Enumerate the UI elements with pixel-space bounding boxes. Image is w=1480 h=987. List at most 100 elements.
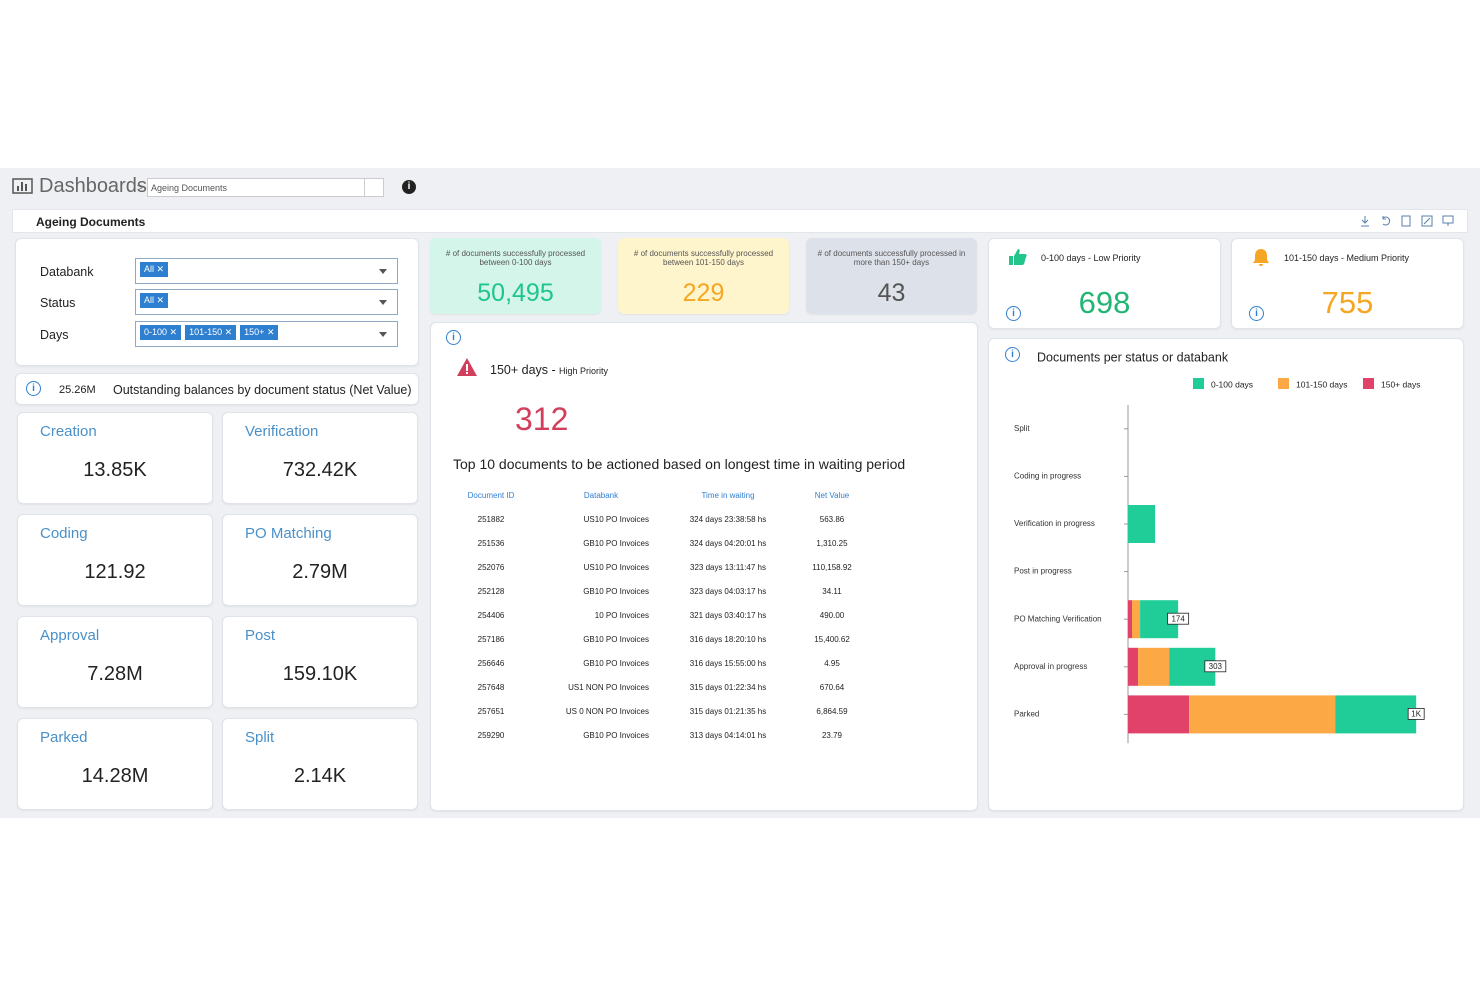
table-cell: 324 days 23:38:58 hs: [689, 514, 767, 524]
info-icon[interactable]: i: [446, 330, 461, 345]
status-value: 732.42K: [282, 459, 358, 481]
info-icon[interactable]: i: [1249, 306, 1264, 321]
dropdown-caret: [379, 300, 387, 305]
documents-table: Document ID Databank Time in waiting Net Va…: [451, 483, 879, 747]
status-value: 7.28M: [87, 663, 143, 685]
table-cell: 251536: [477, 538, 505, 548]
table-cell: 315 days 01:21:35 hs: [689, 706, 767, 716]
status-value: 159.10K: [282, 663, 358, 685]
status-card: Approval 7.28M: [17, 616, 213, 708]
kpi-value: 43: [877, 279, 906, 307]
table-cell: 23.79: [821, 730, 843, 740]
dashboard-select-text: Ageing Documents: [151, 183, 228, 193]
status-value: 2.14K: [293, 765, 347, 787]
app-name: Dashboards: [39, 175, 147, 197]
high-priority-value: 312: [515, 401, 569, 437]
table-cell: 490.00: [819, 610, 845, 620]
table-row: 251536 GB10 PO Invoices 324 days 04:20:01 …: [451, 531, 879, 555]
legend-swatch: [1278, 378, 1289, 389]
bar-label: 303: [1209, 662, 1223, 671]
table-cell: 316 days 15:55:00 hs: [689, 658, 767, 668]
y-tick-label: Verification in progress: [1014, 519, 1095, 528]
table-cell: 10 PO Invoices: [594, 610, 649, 620]
table-row: 254406 10 PO Invoices 321 days 03:40:17 hs…: [451, 603, 879, 627]
filter-select[interactable]: 0-100101-150150+: [135, 321, 398, 347]
table-header-row: Document ID Databank Time in waiting Net Va…: [451, 483, 879, 507]
filter-select[interactable]: All: [135, 258, 398, 284]
filter-tag[interactable]: All: [140, 262, 169, 277]
kpi-card: # of documents successfully processed be…: [430, 238, 601, 314]
table-cell: 256646: [477, 658, 505, 668]
table-cell: 315 days 01:22:34 hs: [689, 682, 767, 692]
table-cell: 257651: [477, 706, 505, 716]
status-card: Parked 14.28M: [17, 718, 213, 810]
title-bar: Ageing Documents: [12, 209, 1468, 233]
status-card: Creation 13.85K: [17, 412, 213, 504]
priority-value: 698: [1078, 285, 1131, 320]
info-icon[interactable]: i: [1005, 347, 1020, 362]
table-row: 252076 US10 PO Invoices 323 days 13:11:47 …: [451, 555, 879, 579]
toolbar-icons[interactable]: [1359, 214, 1459, 228]
dashboard-select[interactable]: Ageing Documents: [147, 178, 384, 197]
info-button[interactable]: i: [402, 180, 416, 194]
legend-label: 150+ days: [1381, 379, 1420, 389]
status-card: Coding 121.92: [17, 514, 213, 606]
status-card: Post 159.10K: [222, 616, 418, 708]
bar-label: 174: [1171, 614, 1185, 623]
filter-tag[interactable]: All: [140, 293, 169, 308]
status-label: Post: [245, 627, 276, 644]
column-header: Document ID: [467, 490, 515, 500]
priority-card: 101-150 days - Medium Priority i 755: [1231, 238, 1464, 329]
bar-segment: [1189, 695, 1336, 734]
table-cell: 4.95: [824, 658, 840, 668]
outstanding-bar: i 25.26M Outstanding balances by documen…: [15, 373, 419, 405]
priority-icon: [1007, 247, 1029, 272]
table-row: 256646 GB10 PO Invoices 316 days 15:55:00 …: [451, 651, 879, 675]
column-header: Databank: [583, 490, 619, 500]
table-cell: GB10 PO Invoices: [583, 586, 649, 596]
chart: Documents per status or databank 0-100 d…: [1014, 350, 1425, 744]
status-label: Verification: [245, 423, 319, 440]
info-icon[interactable]: i: [1006, 306, 1021, 321]
table-cell: 257186: [477, 634, 505, 644]
kpi-caption: # of documents successfully processed in…: [817, 249, 966, 267]
legend-label: 101-150 days: [1296, 379, 1348, 389]
status-value: 14.28M: [81, 765, 149, 787]
priority-value: 755: [1321, 285, 1374, 320]
dropdown-caret: [379, 269, 387, 274]
dashboard-icon: [12, 178, 33, 194]
filter-label: Databank: [40, 265, 94, 279]
table-cell: 324 days 04:20:01 hs: [689, 538, 767, 548]
y-tick-label: Split: [1014, 424, 1030, 433]
kpi-caption: # of documents successfully processed be…: [633, 249, 774, 267]
table-cell: 323 days 04:03:17 hs: [689, 586, 767, 596]
table-cell: US 0 NON PO Invoices: [565, 706, 649, 716]
filter-tag[interactable]: 101-150: [185, 325, 237, 340]
status-value: 2.79M: [292, 561, 348, 583]
high-priority-subtitle: High Priority: [559, 366, 609, 376]
y-tick-label: Coding in progress: [1014, 472, 1081, 481]
filters-panel: Databank All Status All Days 0-100101-150150+: [15, 238, 419, 366]
status-value: 121.92: [84, 561, 146, 583]
status-label: Split: [245, 729, 275, 746]
table-cell: GB10 PO Invoices: [583, 658, 649, 668]
table-cell: 15,400.62: [814, 634, 850, 644]
priority-icon: [1250, 247, 1272, 272]
filter-select[interactable]: All: [135, 289, 398, 315]
table-cell: US10 PO Invoices: [583, 514, 649, 524]
bar-segment: [1128, 505, 1156, 543]
info-icon[interactable]: i: [26, 381, 41, 396]
status-label: Coding: [40, 525, 88, 542]
table-title: Top 10 documents to be actioned based on…: [453, 456, 906, 472]
outstanding-title: Outstanding balances by document status …: [113, 383, 412, 397]
table-cell: 1,310.25: [816, 538, 848, 548]
filter-tag[interactable]: 0-100: [140, 325, 182, 340]
table-cell: US1 NON PO Invoices: [568, 682, 649, 692]
table-cell: GB10 PO Invoices: [583, 730, 649, 740]
status-card: Split 2.14K: [222, 718, 418, 810]
legend-label: 0-100 days: [1211, 379, 1253, 389]
filter-tag[interactable]: 150+: [240, 325, 279, 340]
filter-label: Status: [40, 296, 76, 310]
table-cell: GB10 PO Invoices: [583, 634, 649, 644]
